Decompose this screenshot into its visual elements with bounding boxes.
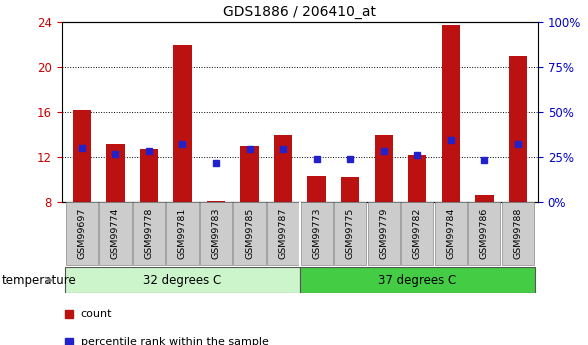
- Text: GSM99782: GSM99782: [413, 208, 422, 259]
- Text: GSM99773: GSM99773: [312, 208, 321, 259]
- Bar: [65, 267, 300, 293]
- Bar: [401, 203, 433, 265]
- Text: 37 degrees C: 37 degrees C: [378, 274, 456, 287]
- Bar: [308, 176, 326, 202]
- Bar: [368, 203, 400, 265]
- Text: GSM99697: GSM99697: [78, 208, 86, 259]
- Bar: [274, 135, 292, 202]
- Text: count: count: [81, 309, 112, 319]
- Bar: [509, 56, 527, 202]
- Bar: [207, 201, 225, 202]
- Bar: [140, 149, 158, 202]
- Bar: [300, 267, 534, 293]
- Bar: [300, 203, 333, 265]
- Bar: [502, 203, 534, 265]
- Bar: [341, 177, 359, 202]
- Text: GSM99775: GSM99775: [346, 208, 355, 259]
- Bar: [475, 195, 493, 202]
- Text: 32 degrees C: 32 degrees C: [143, 274, 222, 287]
- Bar: [73, 110, 91, 202]
- Bar: [99, 203, 132, 265]
- Bar: [267, 203, 299, 265]
- Bar: [334, 203, 366, 265]
- Text: GSM99779: GSM99779: [379, 208, 388, 259]
- Bar: [166, 203, 199, 265]
- Text: GDS1886 / 206410_at: GDS1886 / 206410_at: [223, 5, 376, 19]
- Text: GSM99785: GSM99785: [245, 208, 254, 259]
- Bar: [240, 146, 259, 202]
- Text: percentile rank within the sample: percentile rank within the sample: [81, 337, 269, 345]
- Text: GSM99783: GSM99783: [212, 208, 220, 259]
- Text: GSM99774: GSM99774: [111, 208, 120, 259]
- Bar: [435, 203, 467, 265]
- Bar: [468, 203, 500, 265]
- Bar: [200, 203, 232, 265]
- Text: GSM99784: GSM99784: [446, 208, 455, 259]
- Bar: [233, 203, 266, 265]
- Bar: [106, 144, 125, 202]
- Bar: [133, 203, 165, 265]
- Bar: [442, 24, 460, 202]
- Bar: [375, 135, 393, 202]
- Bar: [408, 155, 426, 202]
- Bar: [173, 45, 192, 202]
- Text: temperature: temperature: [1, 274, 76, 287]
- Text: GSM99781: GSM99781: [178, 208, 187, 259]
- Bar: [66, 203, 98, 265]
- Text: GSM99786: GSM99786: [480, 208, 489, 259]
- Text: GSM99788: GSM99788: [513, 208, 522, 259]
- Text: GSM99787: GSM99787: [279, 208, 288, 259]
- Text: GSM99778: GSM99778: [145, 208, 153, 259]
